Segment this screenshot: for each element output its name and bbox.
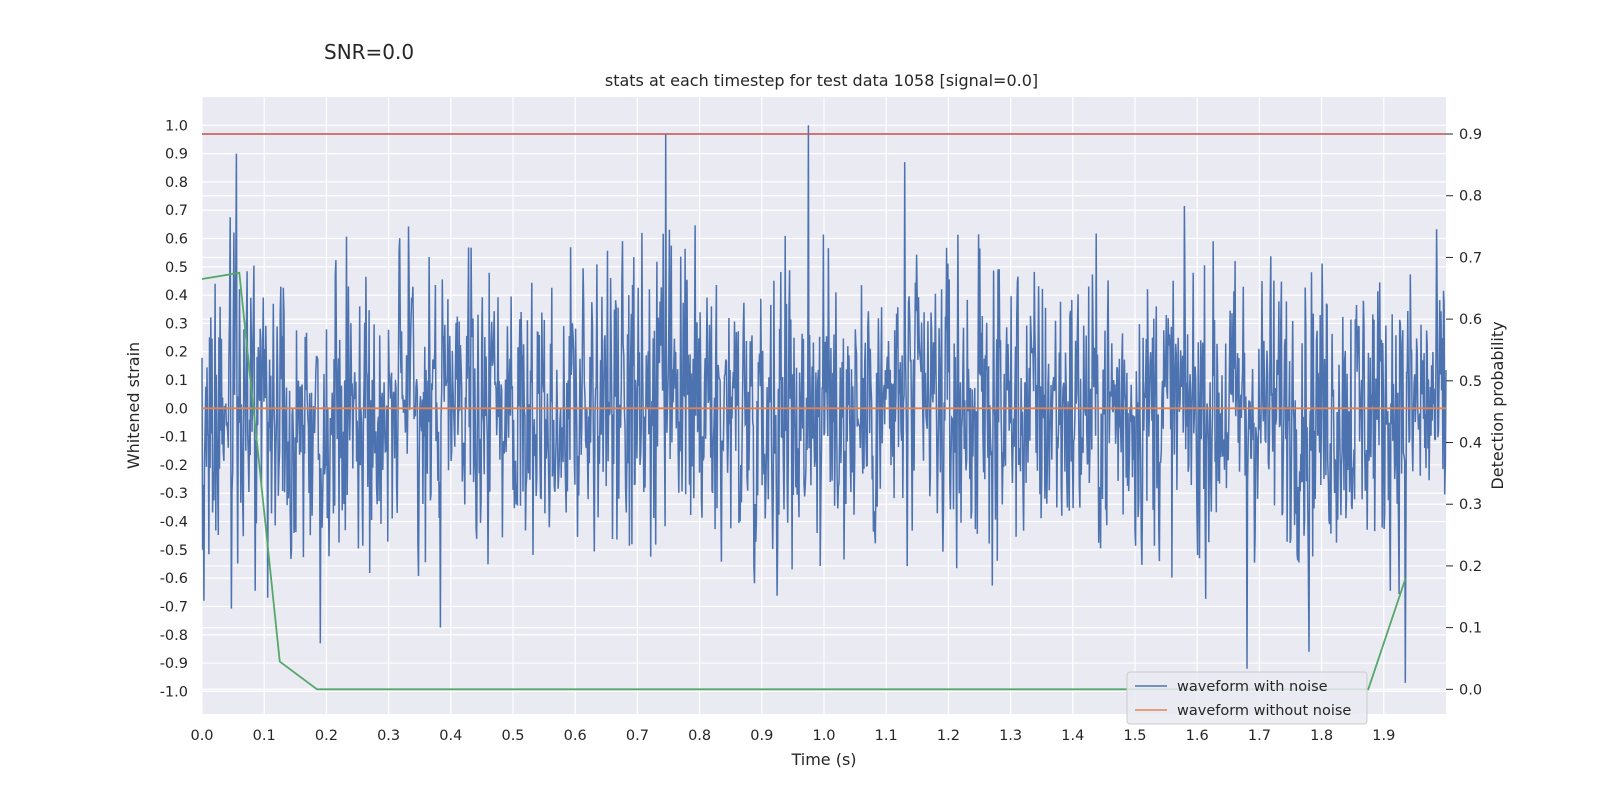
- y2-tick-label: 0.4: [1459, 436, 1482, 452]
- y-axis-ticks: 1.0 0.9 0.8 0.7 0.6 0.5 0.4 0.3 0.2 0.1 0.0 -0.1 -0.…: [160, 118, 188, 700]
- y2-tick-label: 0.6: [1459, 312, 1482, 328]
- y-tick-label: -0.5: [160, 543, 188, 559]
- y2-axis-ticks: 0.9 0.8 0.7 0.6 0.5 0.4 0.3 0.2 0.1 0.0: [1446, 127, 1482, 698]
- y-tick-label: 0.5: [165, 260, 188, 276]
- y-tick-label: 1.0: [165, 118, 188, 134]
- y-tick-label: 0.6: [165, 232, 188, 248]
- x-tick-label: 0.9: [750, 728, 773, 744]
- y-tick-label: -0.3: [160, 486, 188, 502]
- series-waveform-with-noise: [201, 125, 1447, 683]
- x-tick-label: 0.3: [377, 728, 400, 744]
- y-tick-label: 0.9: [165, 147, 188, 163]
- x-tick-label: 1.9: [1372, 728, 1395, 744]
- x-axis-ticks: 0.0 0.1 0.2 0.3 0.4 0.5 0.6 0.7 0.8 0.9 1.0 1.1 1.2 1…: [190, 728, 1395, 744]
- y2-tick-label: 0.5: [1459, 374, 1482, 390]
- y-tick-label: -0.8: [160, 628, 188, 644]
- series-layer: [201, 125, 1447, 691]
- y-tick-label: 0.7: [165, 203, 188, 219]
- y-tick-label: 0.0: [165, 401, 188, 417]
- x-tick-label: 0.8: [688, 728, 711, 744]
- x-tick-label: 0.0: [190, 728, 213, 744]
- x-tick-label: 0.1: [253, 728, 276, 744]
- x-tick-label: 1.1: [875, 728, 898, 744]
- legend-box: [1126, 671, 1368, 725]
- y2-tick-label: 0.1: [1459, 621, 1482, 637]
- x-tick-label: 1.2: [937, 728, 960, 744]
- y-tick-label: -0.7: [160, 599, 188, 615]
- x-tick-label: 1.7: [1248, 728, 1271, 744]
- series-detection-probability: [201, 271, 1407, 691]
- x-tick-label: 0.4: [439, 728, 462, 744]
- x-tick-label: 0.2: [315, 728, 338, 744]
- figure-suptitle: SNR=0.0: [324, 40, 415, 64]
- y-tick-label: -0.1: [160, 430, 188, 446]
- y-tick-label: -0.4: [160, 515, 188, 531]
- y-tick-label: 0.4: [165, 288, 188, 304]
- y-tick-label: 0.2: [165, 345, 188, 361]
- x-tick-label: 0.7: [626, 728, 649, 744]
- y2-axis-label: Detection probability: [1488, 321, 1507, 489]
- y2-tick-label: 0.9: [1459, 127, 1482, 143]
- y-tick-label: 0.3: [165, 316, 188, 332]
- x-axis-label: Time (s): [790, 750, 856, 769]
- chart-title: stats at each timestep for test data 105…: [604, 71, 1039, 90]
- y2-tick-label: 0.0: [1459, 682, 1482, 698]
- y-tick-label: -0.2: [160, 458, 188, 474]
- x-tick-label: 1.4: [1061, 728, 1084, 744]
- x-tick-label: 0.5: [501, 728, 524, 744]
- x-tick-label: 1.8: [1310, 728, 1333, 744]
- y-tick-label: 0.8: [165, 175, 188, 191]
- legend-label-with-noise: waveform with noise: [1177, 679, 1328, 695]
- y2-tick-label: 0.7: [1459, 250, 1482, 266]
- y-tick-label: 0.1: [165, 373, 188, 389]
- y2-tick-label: 0.8: [1459, 189, 1482, 205]
- x-tick-label: 1.5: [1123, 728, 1146, 744]
- y-tick-label: -0.6: [160, 571, 188, 587]
- y-tick-label: -1.0: [160, 684, 188, 700]
- y2-tick-label: 0.3: [1459, 497, 1482, 513]
- x-tick-label: 1.3: [999, 728, 1022, 744]
- x-tick-label: 0.6: [564, 728, 587, 744]
- y-tick-label: -0.9: [160, 656, 188, 672]
- x-tick-label: 1.0: [812, 728, 835, 744]
- x-tick-label: 1.6: [1186, 728, 1209, 744]
- legend-label-without-noise: waveform without noise: [1177, 703, 1351, 719]
- y-axis-label: Whitened strain: [124, 342, 143, 469]
- legend: waveform with noise waveform without noi…: [1126, 671, 1368, 725]
- y2-tick-label: 0.2: [1459, 559, 1482, 575]
